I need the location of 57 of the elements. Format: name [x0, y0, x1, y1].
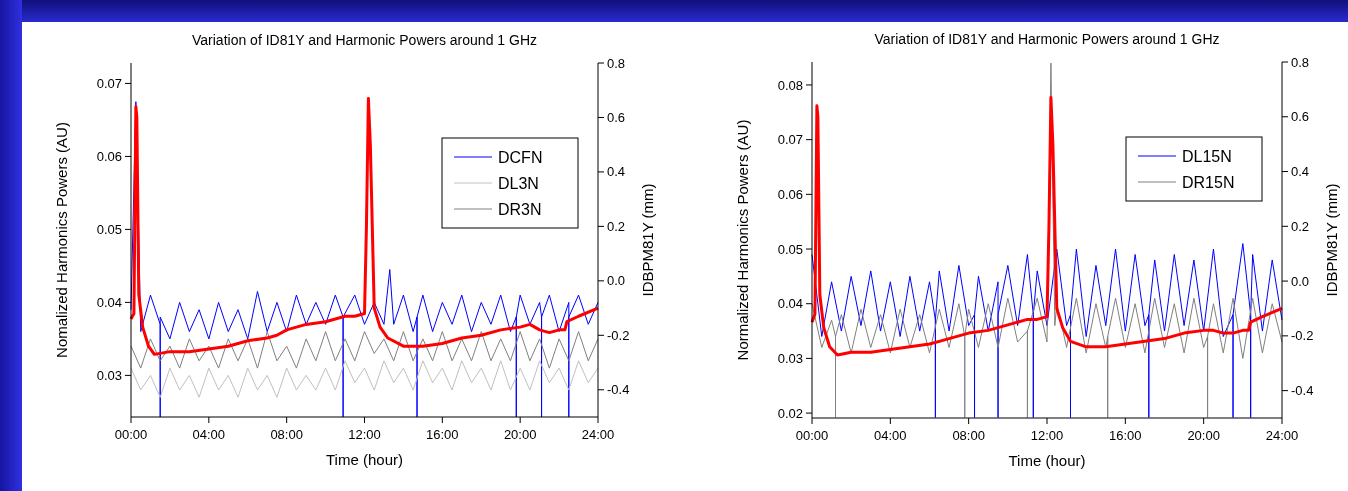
- y2-tick-label: 0.4: [607, 164, 626, 180]
- legend-label: DL3N: [498, 174, 539, 192]
- legend-label: DL15N: [1182, 147, 1232, 165]
- y2-tick-label: 0.2: [607, 218, 626, 234]
- x-tick-label: 24:00: [581, 427, 615, 442]
- x-tick-label: 20:00: [503, 427, 537, 442]
- y2-tick-label: -0.4: [1291, 383, 1314, 399]
- y-tick-label: 0.07: [96, 75, 122, 91]
- line-series: [130, 331, 599, 369]
- y-tick-label: 0.04: [96, 294, 122, 310]
- y-tick-label: 0.06: [777, 186, 803, 202]
- x-tick-label: 24:00: [1265, 428, 1299, 443]
- y-tick-label: 0.03: [96, 367, 122, 383]
- y-tick-label: 0.04: [777, 296, 803, 312]
- y-tick-label: 0.02: [777, 405, 803, 421]
- line-series: [810, 96, 1284, 357]
- y-axis-title: Normalized Harmonics Powers (AU): [734, 119, 751, 361]
- line-series: [129, 96, 600, 356]
- y2-tick-label: -0.4: [607, 382, 630, 398]
- legend-label: DR3N: [498, 200, 542, 218]
- y2-tick-label: -0.2: [1291, 328, 1314, 344]
- y-tick-label: 0.08: [777, 77, 803, 93]
- y2-tick-label: 0.6: [1291, 109, 1310, 125]
- x-tick-label: 20:00: [1187, 428, 1220, 443]
- x-axis-title: Time (hour): [1008, 452, 1086, 469]
- x-tick-label: 12:00: [1030, 428, 1064, 443]
- line-series: [130, 360, 599, 398]
- y-tick-label: 0.06: [96, 148, 122, 164]
- y2-tick-label: 0.4: [1291, 164, 1310, 180]
- y2-tick-label: 0.2: [1291, 218, 1310, 234]
- y2-tick-label: 0.8: [607, 55, 626, 71]
- y2-tick-label: -0.2: [607, 327, 630, 343]
- y2-axis-title: IDBPM81Y (mm): [639, 183, 657, 297]
- y-tick-label: 0.05: [96, 221, 122, 237]
- y-tick-label: 0.03: [777, 350, 803, 366]
- x-tick-label: 08:00: [952, 428, 985, 443]
- chart-title: Variation of ID81Y and Harmonic Powers around 1 GHz: [874, 31, 1220, 47]
- legend-label: DR15N: [1182, 173, 1235, 191]
- y-axis-title: Nomalized Harmonics Powers (AU): [53, 122, 70, 358]
- x-tick-label: 12:00: [348, 427, 381, 442]
- y2-tick-label: 0.8: [1291, 54, 1310, 70]
- x-tick-label: 04:00: [192, 427, 226, 442]
- x-tick-label: 04:00: [874, 428, 907, 443]
- y-tick-label: 0.05: [777, 241, 803, 257]
- x-tick-label: 00:00: [795, 428, 829, 443]
- x-tick-label: 00:00: [114, 427, 148, 442]
- x-axis-title: Time (hour): [326, 451, 403, 468]
- x-tick-label: 16:00: [1109, 428, 1142, 443]
- y2-tick-label: 0.0: [1291, 273, 1310, 289]
- x-tick-label: 08:00: [270, 427, 303, 442]
- y-tick-label: 0.07: [777, 132, 803, 148]
- y2-tick-label: 0.0: [607, 273, 626, 289]
- y2-tick-label: 0.6: [607, 110, 626, 126]
- x-tick-label: 16:00: [426, 427, 459, 442]
- chart-title: Variation of ID81Y and Harmonic Powers around 1 GHz: [192, 32, 537, 48]
- legend-label: DCFN: [498, 148, 543, 166]
- y2-axis-title: IDBPM81Y (mm): [1323, 183, 1341, 297]
